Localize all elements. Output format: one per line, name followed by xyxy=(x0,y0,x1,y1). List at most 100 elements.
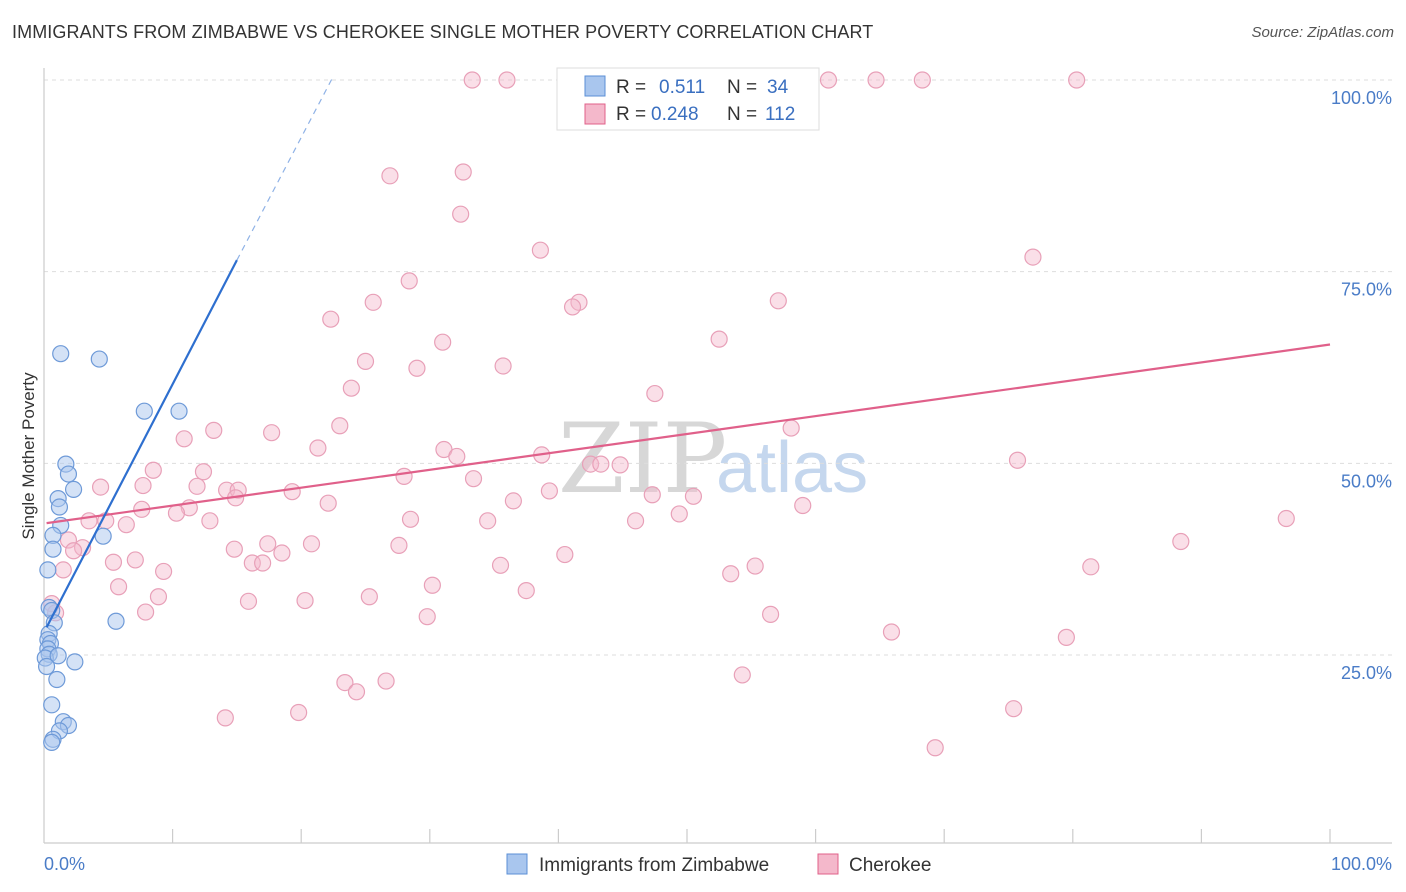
cherokee-point xyxy=(794,496,812,515)
zimbabwe-point xyxy=(37,657,56,676)
zimbabwe-point xyxy=(39,561,57,579)
cherokee-point xyxy=(309,439,327,457)
legend-n-label-2: N = xyxy=(727,104,757,125)
cherokee-point xyxy=(819,71,838,89)
cherokee-point xyxy=(167,504,186,522)
cherokee-point xyxy=(1082,558,1100,576)
cherokee-point xyxy=(175,430,193,448)
cherokee-point xyxy=(684,487,703,505)
cherokee-point xyxy=(149,588,168,606)
zimbabwe-trend-line xyxy=(45,259,238,628)
legend-n-label-1: N = xyxy=(727,77,757,98)
source-label: Source: ZipAtlas.com xyxy=(1251,24,1394,41)
bottom-legend-label-1: Immigrants from Zimbabwe xyxy=(539,855,769,876)
cherokee-point xyxy=(109,578,128,596)
zimbabwe-point xyxy=(90,350,108,368)
zimbabwe-points xyxy=(36,345,188,752)
zimbabwe-point xyxy=(64,480,83,498)
cherokee-point xyxy=(91,478,110,496)
cherokee-point xyxy=(556,545,574,564)
cherokee-point xyxy=(59,531,78,549)
cherokee-point xyxy=(926,739,944,757)
cherokee-point xyxy=(769,292,787,310)
cherokee-point xyxy=(273,544,291,562)
zimbabwe-point xyxy=(43,696,61,714)
cherokee-point xyxy=(408,359,426,377)
cherokee-point xyxy=(126,551,144,569)
zimbabwe-point xyxy=(59,465,78,483)
cherokee-point xyxy=(491,556,510,574)
zimbabwe-point xyxy=(107,612,125,630)
cherokee-point xyxy=(782,419,800,437)
cherokee-point xyxy=(646,384,664,403)
cherokee-point xyxy=(347,683,366,701)
cherokee-point xyxy=(867,71,885,89)
y-axis-title: Single Mother Poverty xyxy=(19,372,38,540)
legend-swatch-blue xyxy=(584,75,606,97)
legend-r-value-2: 0.248 xyxy=(651,104,699,125)
cherokee-point xyxy=(194,463,213,481)
cherokee-point xyxy=(283,483,301,501)
cherokee-point xyxy=(479,512,497,530)
cherokee-point xyxy=(643,486,661,504)
chart-title: IMMIGRANTS FROM ZIMBABWE VS CHEROKEE SIN… xyxy=(12,22,874,42)
cherokee-point xyxy=(401,510,420,528)
cherokee-point xyxy=(463,71,481,89)
cherokee-point xyxy=(761,605,780,623)
cherokee-point xyxy=(136,603,155,621)
y-tick-label: 50.0% xyxy=(1341,471,1392,491)
cherokee-point xyxy=(1172,532,1190,551)
y-tick-labels: 100.0% 75.0% 50.0% 25.0% xyxy=(1331,88,1392,683)
cherokee-point xyxy=(913,71,931,89)
legend-swatch-pink xyxy=(584,103,606,125)
cherokee-points xyxy=(43,71,1295,757)
cherokee-point xyxy=(117,516,135,534)
cherokee-point xyxy=(64,542,83,560)
x-tick-label-max: 100.0% xyxy=(1331,854,1392,874)
zimbabwe-point xyxy=(48,670,66,689)
x-ticks xyxy=(172,829,1331,843)
zimbabwe-point xyxy=(43,733,61,752)
x-tick-label-min: 0.0% xyxy=(44,854,85,874)
axes xyxy=(43,68,1392,844)
zimbabwe-point xyxy=(50,498,69,516)
cherokee-point xyxy=(1005,700,1023,718)
cherokee-point xyxy=(201,512,219,530)
cherokee-point xyxy=(331,417,349,435)
cherokee-point xyxy=(216,709,234,727)
legend-r-label-1: R = xyxy=(616,77,646,98)
cherokee-point xyxy=(400,272,418,290)
cherokee-point xyxy=(733,666,751,684)
legend-n-value-2: 112 xyxy=(765,104,795,125)
trend-lines xyxy=(45,75,1331,628)
cherokee-point xyxy=(454,163,472,181)
cherokee-point xyxy=(381,167,399,185)
cherokee-point xyxy=(434,333,452,351)
cherokee-point xyxy=(188,477,206,495)
cherokee-point xyxy=(263,424,281,442)
y-tick-label: 25.0% xyxy=(1341,663,1392,683)
cherokee-point xyxy=(464,470,483,488)
cherokee-point xyxy=(302,535,321,553)
cherokee-point xyxy=(395,467,413,485)
cherokee-point xyxy=(611,456,629,474)
cherokee-point xyxy=(1277,509,1295,528)
cherokee-point xyxy=(154,562,173,581)
zimbabwe-point xyxy=(44,540,62,558)
zimbabwe-trend-extension xyxy=(236,75,334,261)
cherokee-point xyxy=(144,461,162,479)
legend-r-label-2: R = xyxy=(616,104,646,125)
cherokee-point xyxy=(254,554,272,572)
cherokee-point xyxy=(239,592,258,610)
cherokee-point xyxy=(336,673,354,692)
bottom-legend-label-2: Cherokee xyxy=(849,855,931,876)
cherokee-point xyxy=(517,581,535,600)
cherokee-point xyxy=(563,298,582,316)
cherokee-point xyxy=(670,505,688,523)
series-legend: Immigrants from Zimbabwe Cherokee xyxy=(506,853,931,876)
cherokee-point xyxy=(342,379,360,397)
correlation-legend: R = 0.511 N = 34 R = 0.248 N = 112 xyxy=(556,67,820,131)
cherokee-point xyxy=(626,512,645,530)
cherokee-point xyxy=(452,205,470,223)
